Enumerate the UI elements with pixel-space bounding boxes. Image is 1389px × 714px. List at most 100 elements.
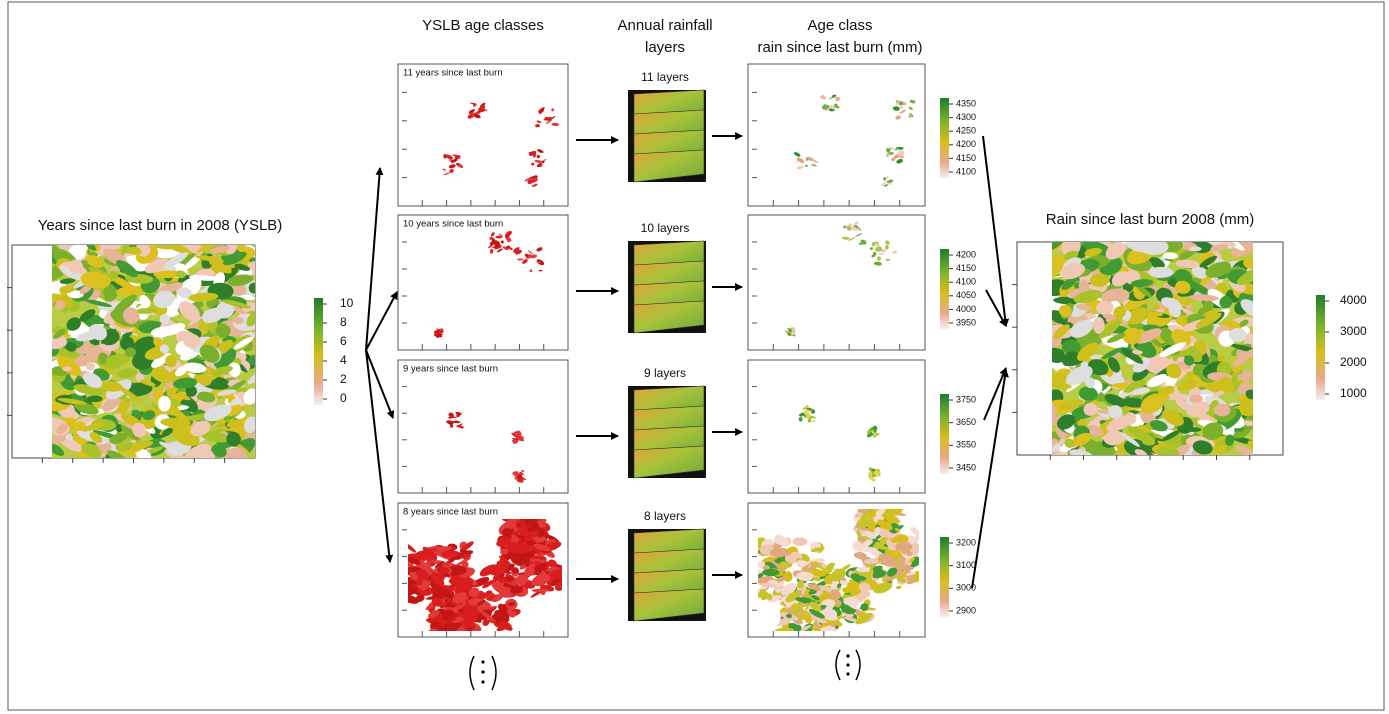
patch	[226, 431, 241, 447]
patch	[115, 285, 146, 296]
patch	[1089, 273, 1110, 287]
patch	[851, 575, 867, 581]
patch	[231, 283, 247, 296]
patch	[1136, 285, 1152, 298]
patch	[211, 366, 233, 376]
patch	[1098, 321, 1121, 339]
patch	[885, 258, 891, 261]
patch	[415, 577, 424, 586]
patch	[441, 609, 456, 621]
patch	[886, 152, 890, 158]
patch	[211, 444, 227, 458]
patch	[83, 422, 105, 431]
patch	[415, 594, 425, 602]
patch	[521, 469, 524, 472]
patch	[899, 106, 904, 109]
colorbar-label: 3950	[956, 317, 976, 327]
patch	[868, 473, 872, 476]
patch	[104, 286, 118, 302]
patch	[442, 168, 447, 171]
patch	[531, 573, 551, 587]
patch	[196, 245, 224, 253]
patch	[504, 576, 515, 581]
patch	[830, 589, 842, 600]
patch	[511, 567, 519, 574]
patch	[98, 380, 123, 392]
patch	[1219, 295, 1233, 309]
patch	[555, 580, 562, 591]
patch	[775, 576, 787, 583]
patch	[1188, 281, 1214, 298]
patch	[1061, 275, 1079, 291]
patch	[806, 407, 814, 411]
patch	[113, 294, 138, 314]
patch	[1186, 401, 1210, 418]
colorbar-label: 2000	[1340, 355, 1367, 369]
patch	[1123, 379, 1146, 393]
patch	[848, 237, 853, 240]
patch	[821, 104, 830, 110]
colorbar-label: 3450	[956, 462, 976, 472]
patch	[860, 512, 870, 521]
patch	[434, 561, 444, 568]
map-texture	[408, 519, 562, 631]
patch	[1052, 347, 1066, 364]
patch	[165, 355, 177, 368]
patch	[158, 395, 171, 412]
patch	[804, 614, 812, 624]
panel-title: 10 years since last burn	[403, 219, 503, 230]
patch	[80, 271, 111, 289]
patch	[537, 163, 542, 168]
patch	[1071, 432, 1092, 447]
patch	[858, 582, 871, 592]
patch	[1069, 319, 1093, 338]
patch	[894, 527, 901, 533]
patch	[449, 168, 454, 173]
patch	[216, 389, 236, 396]
map-texture	[433, 231, 545, 338]
patch	[52, 443, 65, 456]
patch	[460, 553, 472, 559]
patch	[524, 566, 535, 577]
patch	[506, 235, 510, 238]
patch	[490, 249, 494, 252]
patch	[85, 361, 96, 371]
patch	[784, 551, 792, 557]
patch	[810, 568, 827, 577]
arrow	[982, 135, 1010, 327]
patch	[517, 258, 524, 261]
colorbar-label: 3550	[956, 440, 976, 450]
patch	[243, 388, 255, 405]
rainfall-title: Annual rainfall	[617, 17, 712, 34]
patch	[811, 626, 823, 631]
patch	[1107, 356, 1121, 373]
layers-label: 10 layers	[641, 221, 690, 235]
patch	[805, 159, 809, 161]
colorbar	[940, 537, 949, 617]
patch	[532, 529, 539, 538]
patch	[515, 574, 529, 586]
patch	[519, 531, 537, 543]
patch	[109, 432, 128, 444]
patch	[522, 259, 528, 264]
patch	[502, 246, 509, 251]
patch	[479, 610, 496, 623]
patch	[785, 590, 803, 603]
patch	[758, 573, 764, 578]
patch	[124, 347, 136, 357]
map-texture	[798, 405, 882, 482]
right-map-title: Rain since last burn 2008 (mm)	[1046, 211, 1254, 228]
patch	[433, 331, 441, 336]
patch	[429, 562, 436, 566]
patch	[846, 581, 860, 591]
patch	[886, 148, 891, 153]
patch	[498, 621, 513, 631]
patch	[872, 432, 876, 435]
patch	[830, 106, 835, 110]
patch	[491, 240, 500, 246]
patch	[1199, 255, 1217, 268]
patch	[1148, 266, 1174, 278]
patch	[869, 247, 874, 250]
patch	[101, 394, 122, 412]
patch	[1213, 403, 1231, 417]
